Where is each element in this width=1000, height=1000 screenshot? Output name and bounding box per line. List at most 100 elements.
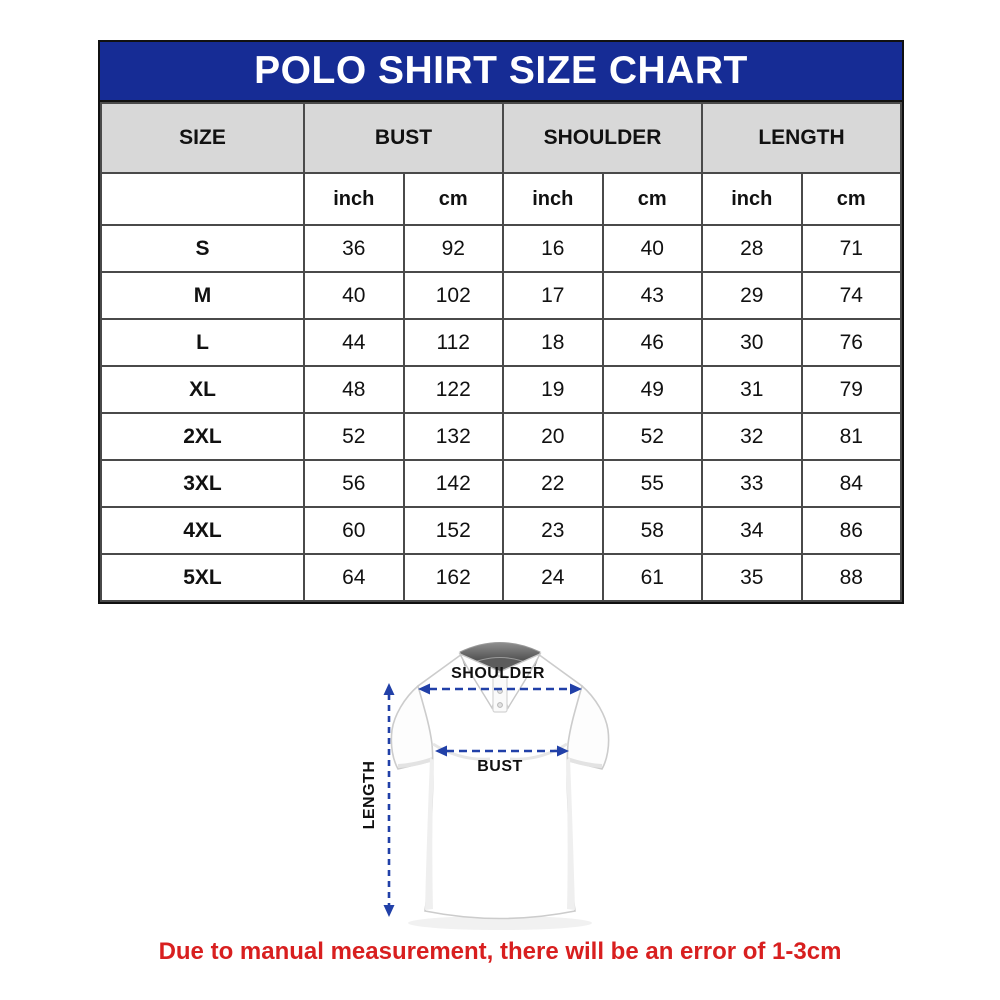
shoulder-label: SHOULDER	[451, 665, 545, 682]
left-collar-flap	[458, 652, 504, 710]
right-side-shade	[566, 758, 575, 910]
measurement-cell: 52	[303, 412, 405, 461]
table-row: M 40 102 17 43 29 74	[100, 271, 902, 320]
unit-cell: cm	[800, 172, 902, 226]
measurement-cell: 22	[502, 459, 604, 508]
measurement-cell: 46	[601, 318, 703, 367]
measurement-cell: 76	[800, 318, 902, 367]
placket	[492, 675, 508, 713]
size-label: 2XL	[100, 412, 305, 461]
measurement-cell: 23	[502, 506, 604, 555]
measurement-cell: 122	[402, 365, 504, 414]
size-label: 5XL	[100, 553, 305, 602]
table-unit-row: inch cm inch cm inch cm	[100, 172, 902, 226]
measurement-cell: 58	[601, 506, 703, 555]
polo-shirt-illustration: SHOULDER BUST LENGTH	[361, 642, 610, 930]
shoulder-arrow-right-head	[570, 683, 582, 695]
size-table: SIZE BUST SHOULDER LENGTH inch cm inch c…	[100, 102, 902, 602]
table-row: 4XL 60 152 23 58 34 86	[100, 506, 902, 555]
measurement-cell: 162	[402, 553, 504, 602]
table-body: S 36 92 16 40 28 71 M 40 102 17 43 29 74 L 44 112 18 46 30 7…	[100, 224, 902, 602]
measurement-cell: 17	[502, 271, 604, 320]
bust-arrow-right-head	[557, 745, 569, 757]
left-chest-crease	[432, 742, 491, 761]
measurement-cell: 34	[701, 506, 803, 555]
table-row: XL 48 122 19 49 31 79	[100, 365, 902, 414]
measurement-cell: 71	[800, 224, 902, 273]
size-label: L	[100, 318, 305, 367]
length-arrow-top-head	[383, 683, 395, 695]
measurement-cell: 81	[800, 412, 902, 461]
table-row: 3XL 56 142 22 55 33 84	[100, 459, 902, 508]
size-chart-panel: POLO SHIRT SIZE CHART SIZE BUST SHOULDER…	[98, 40, 904, 604]
size-label: XL	[100, 365, 305, 414]
unit-cell: cm	[601, 172, 703, 226]
size-label: 4XL	[100, 506, 305, 555]
measurement-cell: 36	[303, 224, 405, 273]
measurement-cell: 43	[601, 271, 703, 320]
page-title: POLO SHIRT SIZE CHART	[254, 49, 748, 92]
measurement-cell: 16	[502, 224, 604, 273]
unit-cell: inch	[701, 172, 803, 226]
bust-arrow-left-head	[435, 745, 447, 757]
measurement-cell: 40	[601, 224, 703, 273]
size-label: 3XL	[100, 459, 305, 508]
length-label: LENGTH	[361, 761, 378, 830]
table-row: S 36 92 16 40 28 71	[100, 224, 902, 273]
bust-label: BUST	[477, 758, 523, 775]
table-header-row: SIZE BUST SHOULDER LENGTH	[100, 102, 902, 174]
measurement-cell: 74	[800, 271, 902, 320]
column-header-length: LENGTH	[701, 102, 902, 174]
measurement-error-note: Due to manual measurement, there will be…	[158, 938, 842, 965]
length-arrow-bottom-head	[383, 905, 395, 917]
unit-cell: inch	[502, 172, 604, 226]
measurement-cell: 79	[800, 365, 902, 414]
measurement-cell: 28	[701, 224, 803, 273]
column-header-shoulder: SHOULDER	[502, 102, 703, 174]
measurement-cell: 24	[502, 553, 604, 602]
measurement-cell: 18	[502, 318, 604, 367]
button	[497, 702, 503, 708]
measurement-cell: 40	[303, 271, 405, 320]
chart-title-bar: POLO SHIRT SIZE CHART	[100, 42, 902, 102]
measurement-cell: 56	[303, 459, 405, 508]
unit-cell: cm	[402, 172, 504, 226]
unit-cell: inch	[303, 172, 405, 226]
shirt-measurement-diagram: SHOULDER BUST LENGTH	[330, 628, 670, 940]
measurement-cell: 44	[303, 318, 405, 367]
column-header-bust: BUST	[303, 102, 504, 174]
measurement-cell: 142	[402, 459, 504, 508]
measurement-cell: 48	[303, 365, 405, 414]
measurement-cell: 112	[402, 318, 504, 367]
measurement-cell: 20	[502, 412, 604, 461]
measurement-cell: 88	[800, 553, 902, 602]
table-row: L 44 112 18 46 30 76	[100, 318, 902, 367]
measurement-cell: 32	[701, 412, 803, 461]
shirt-shadow	[408, 916, 592, 930]
right-chest-crease	[509, 742, 568, 761]
measurement-cell: 152	[402, 506, 504, 555]
unit-cell	[100, 172, 305, 226]
measurement-cell: 49	[601, 365, 703, 414]
measurement-cell: 19	[502, 365, 604, 414]
shoulder-arrow-left-head	[418, 683, 430, 695]
measurement-cell: 33	[701, 459, 803, 508]
column-header-size: SIZE	[100, 102, 305, 174]
left-side-shade	[425, 758, 434, 910]
size-label: M	[100, 271, 305, 320]
measurement-cell: 102	[402, 271, 504, 320]
measurement-cell: 64	[303, 553, 405, 602]
measurement-cell: 84	[800, 459, 902, 508]
measurement-cell: 29	[701, 271, 803, 320]
right-collar-flap	[496, 652, 542, 710]
measurement-cell: 31	[701, 365, 803, 414]
size-label: S	[100, 224, 305, 273]
measurement-cell: 30	[701, 318, 803, 367]
measurement-cell: 52	[601, 412, 703, 461]
measurement-cell: 132	[402, 412, 504, 461]
measurement-cell: 35	[701, 553, 803, 602]
measurement-cell: 60	[303, 506, 405, 555]
measurement-cell: 61	[601, 553, 703, 602]
measurement-cell: 86	[800, 506, 902, 555]
measurement-cell: 55	[601, 459, 703, 508]
